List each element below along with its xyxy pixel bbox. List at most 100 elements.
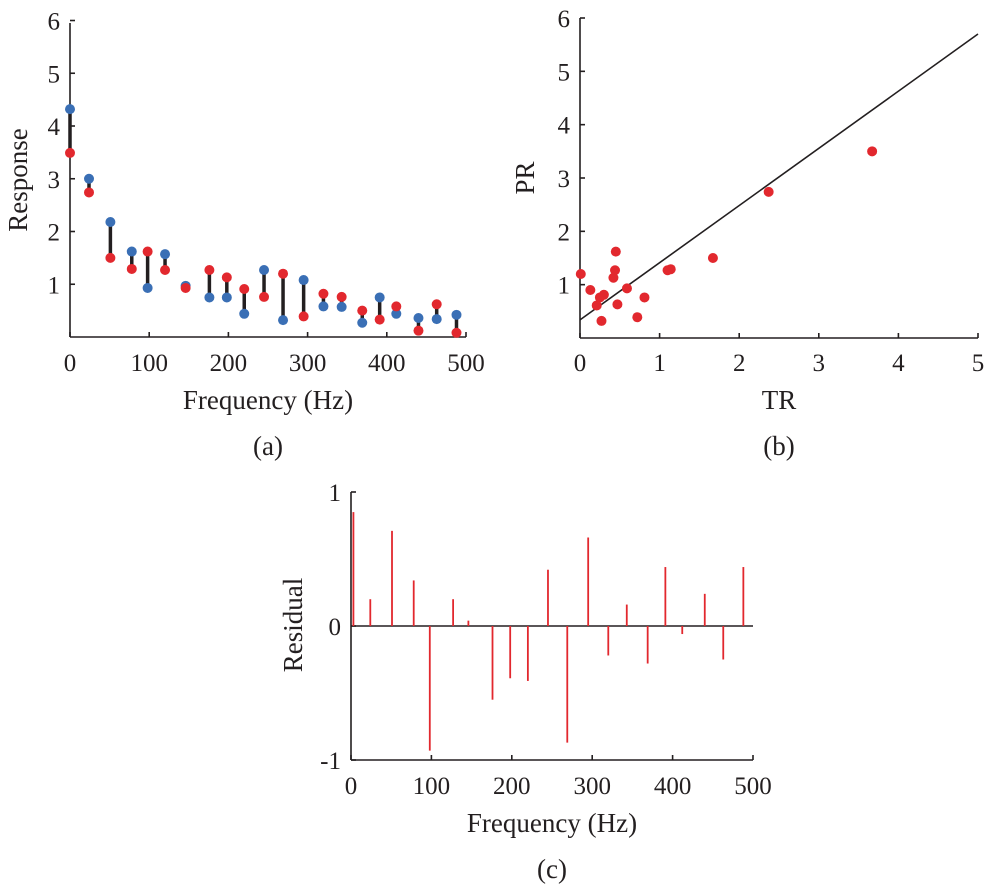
panel-b-point — [763, 186, 774, 197]
panel-b-point — [608, 272, 619, 283]
panel-a-red-point — [160, 265, 171, 276]
panel-b-xtick-label: 3 — [813, 350, 826, 377]
panel-b-ytick-label: 5 — [558, 59, 571, 86]
panel-a-red-point — [259, 291, 270, 302]
panel-b-xtick-label: 5 — [972, 350, 985, 377]
panel-b-ytick-label: 4 — [558, 113, 571, 140]
panel-a-blue-point — [278, 315, 289, 326]
panel-b-point — [612, 299, 623, 310]
panel-a-blue-point — [239, 308, 250, 319]
panel-a-red-point — [374, 314, 385, 325]
panel-a-blue-point — [451, 309, 462, 320]
panel-a-blue-point — [374, 292, 385, 303]
panel-a-y-axis-title: Response — [3, 128, 33, 232]
panel-b-point — [598, 289, 609, 300]
panel-b-point — [591, 300, 602, 311]
panel-a-red-point — [336, 291, 347, 302]
panel-a-xtick-label: 0 — [64, 350, 77, 377]
panel-c-xtick-label: 500 — [734, 773, 772, 800]
panel-a-x-axis-title: Frequency (Hz) — [183, 385, 353, 415]
panel-b-pr-vs-tr-chart: 1 2 3 4 5 6 0 1 2 3 4 5 PR TR (b) — [510, 6, 984, 461]
panel-b-point — [596, 315, 607, 326]
panel-a-red-point — [105, 252, 116, 263]
panel-a-blue-point — [65, 104, 75, 115]
panel-a-blue-point — [298, 275, 309, 286]
panel-a-blue-point — [84, 173, 95, 184]
panel-a-red-point — [239, 283, 250, 294]
panel-c-xtick-label: 0 — [345, 773, 358, 800]
panel-b-ytick-label: 1 — [558, 273, 571, 300]
panel-a-red-point — [126, 263, 137, 274]
panel-c-xtick-label: 400 — [654, 773, 692, 800]
panel-a-ytick-label: 4 — [48, 114, 61, 141]
panel-a-blue-point — [318, 301, 329, 312]
panel-a-red-point — [278, 268, 289, 279]
panel-a-blue-point — [160, 249, 171, 260]
panel-a-blue-point — [221, 292, 232, 303]
panel-a-ytick-label: 3 — [48, 167, 61, 194]
panel-a-red-point — [413, 325, 424, 336]
panel-c-ytick-label: -1 — [320, 748, 341, 775]
panel-a-red-point — [357, 305, 368, 316]
panel-a-blue-point — [105, 217, 116, 228]
panel-a-caption: (a) — [253, 431, 283, 461]
panel-b-ytick-label: 3 — [558, 166, 571, 193]
panel-a-xtick-label: 100 — [130, 350, 168, 377]
panel-b-fit-line — [579, 33, 979, 321]
panel-a-red-point — [180, 282, 191, 293]
panel-b-xtick-label: 0 — [574, 350, 587, 377]
panel-b-point — [585, 285, 596, 295]
panel-b-xtick-label: 4 — [892, 350, 905, 377]
panel-a-red-point — [391, 301, 402, 312]
panel-a-xtick-label: 400 — [368, 350, 406, 377]
panel-a-red-point — [221, 272, 232, 283]
panel-a-red-point — [204, 265, 215, 276]
panel-a-xtick-label: 300 — [289, 350, 327, 377]
panel-a-blue-point — [431, 314, 442, 325]
panel-c-ytick-label: 0 — [329, 614, 342, 641]
panel-a-blue-point — [336, 301, 347, 312]
panel-a-xtick-label: 200 — [210, 350, 248, 377]
panel-b-caption: (b) — [763, 431, 794, 461]
panel-a-response-chart: 1 2 3 4 5 6 0 100 200 300 400 500 Response Frequen… — [3, 9, 485, 462]
panel-c-xtick-label: 100 — [413, 773, 451, 800]
panel-a-red-point — [451, 327, 462, 338]
panel-a-blue-point — [142, 282, 153, 293]
panel-a-ytick-label: 5 — [48, 61, 61, 88]
panel-a-ytick-label: 1 — [48, 272, 61, 299]
panel-b-x-axis-title: TR — [762, 385, 797, 415]
panel-c-y-axis-title: Residual — [278, 578, 308, 673]
panel-b-point — [665, 264, 676, 275]
panel-b-point — [632, 312, 643, 323]
panel-a-blue-point — [204, 292, 215, 303]
panel-b-point — [575, 269, 586, 279]
panel-b-ytick-label: 2 — [558, 219, 571, 246]
panel-b-point — [867, 146, 878, 157]
panel-b-point — [610, 246, 621, 257]
panel-a-blue-point — [391, 308, 402, 319]
panel-a-blue-point — [126, 246, 137, 257]
panel-a-red-point — [431, 299, 442, 310]
panel-a-xtick-label: 500 — [447, 350, 485, 377]
panel-a-red-point — [298, 311, 309, 322]
panel-a-blue-point — [259, 265, 270, 276]
panel-c-residual-chart: -101 0 100 200 300 400 500 Residual Frequency… — [278, 480, 772, 884]
panel-c-xtick-label: 300 — [573, 773, 611, 800]
panel-a-blue-point — [413, 313, 424, 324]
panel-a-red-point — [65, 147, 75, 158]
panel-a-red-point — [318, 288, 329, 299]
panel-b-ytick-label: 6 — [558, 6, 571, 33]
panel-c-x-axis-title: Frequency (Hz) — [467, 808, 637, 838]
panel-a-ytick-label: 2 — [48, 220, 61, 247]
panel-a-ytick-label: 6 — [48, 9, 61, 36]
panel-b-point — [707, 253, 718, 263]
panel-b-point — [621, 283, 632, 294]
panel-b-point — [610, 265, 621, 276]
panel-c-xtick-label: 200 — [493, 773, 531, 800]
panel-c-ytick-label: 1 — [329, 480, 342, 507]
panel-b-xtick-label: 2 — [733, 350, 746, 377]
panel-a-blue-point — [357, 317, 368, 328]
panel-c-caption: (c) — [537, 854, 567, 884]
panel-a-red-point — [142, 246, 153, 257]
